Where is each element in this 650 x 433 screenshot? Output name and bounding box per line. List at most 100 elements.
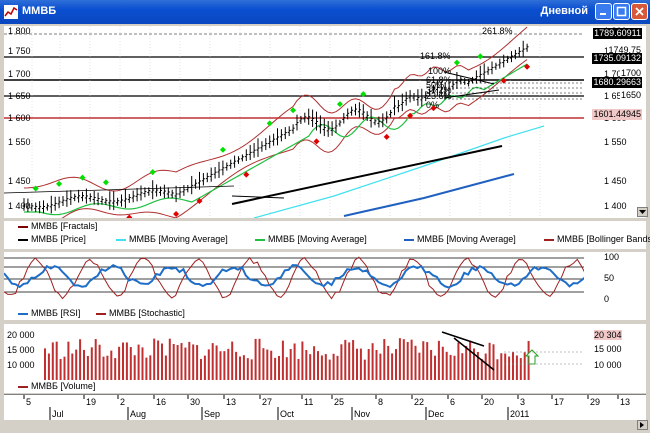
- volume-bar[interactable]: [168, 338, 171, 380]
- fractal-down-marker[interactable]: [173, 210, 180, 217]
- channel-line[interactable]: [231, 195, 285, 199]
- volume-bar[interactable]: [469, 340, 472, 380]
- volume-bar[interactable]: [102, 356, 105, 380]
- volume-bar[interactable]: [227, 348, 230, 380]
- volume-bar[interactable]: [157, 340, 160, 380]
- volume-bar[interactable]: [149, 355, 152, 380]
- legend-item[interactable]: ММВБ [Moving Average]: [116, 234, 228, 245]
- time-scroll-button[interactable]: [637, 420, 648, 430]
- volume-bar[interactable]: [375, 350, 378, 380]
- volume-bar[interactable]: [371, 343, 374, 380]
- volume-bar[interactable]: [274, 357, 277, 380]
- volume-bar[interactable]: [161, 343, 163, 380]
- volume-trendline[interactable]: [441, 331, 485, 347]
- moving-average-cyan[interactable]: [253, 125, 545, 218]
- volume-bar[interactable]: [496, 359, 499, 380]
- fractal-up-marker[interactable]: [360, 91, 367, 98]
- moving-average-blue[interactable]: [343, 173, 515, 217]
- volume-bar[interactable]: [297, 359, 300, 380]
- volume-bar[interactable]: [106, 355, 109, 380]
- price-chart-pane[interactable]: 261.8% 161.8% 100% 61.8% 50% 38.2% 23.6% 0% 1 8…: [4, 26, 584, 218]
- volume-bar[interactable]: [98, 344, 101, 380]
- legend-item[interactable]: ММВБ [RSI]: [18, 308, 80, 319]
- volume-bar[interactable]: [344, 339, 347, 380]
- volume-bar[interactable]: [176, 345, 179, 380]
- legend-item[interactable]: ММВБ [Price]: [18, 234, 86, 245]
- fractal-up-marker[interactable]: [336, 101, 343, 108]
- volume-bar[interactable]: [414, 345, 417, 380]
- pane-splitter[interactable]: [0, 321, 650, 324]
- volume-bar[interactable]: [305, 350, 308, 380]
- channel-line[interactable]: [443, 89, 500, 99]
- minimize-button[interactable]: [595, 3, 612, 20]
- volume-bar[interactable]: [500, 353, 503, 380]
- volume-bar[interactable]: [476, 351, 479, 380]
- fractal-down-marker[interactable]: [407, 112, 414, 119]
- volume-bar[interactable]: [336, 355, 339, 380]
- oscillator-pane[interactable]: [4, 252, 584, 306]
- volume-bar[interactable]: [422, 341, 425, 380]
- fractal-down-marker[interactable]: [383, 133, 390, 140]
- volume-bar[interactable]: [453, 355, 456, 380]
- trendline-resistance[interactable]: [4, 185, 235, 194]
- volume-bar[interactable]: [55, 341, 58, 380]
- volume-bar[interactable]: [172, 343, 175, 380]
- volume-bar[interactable]: [242, 355, 245, 380]
- fractal-down-marker[interactable]: [500, 77, 507, 84]
- volume-bar[interactable]: [51, 342, 54, 380]
- volume-bar[interactable]: [504, 353, 507, 380]
- volume-bar[interactable]: [301, 341, 304, 380]
- volume-bar[interactable]: [512, 352, 514, 380]
- volume-bar[interactable]: [141, 347, 144, 380]
- volume-bar[interactable]: [44, 348, 46, 380]
- volume-bar[interactable]: [145, 357, 148, 380]
- volume-bar[interactable]: [320, 355, 323, 380]
- volume-bar[interactable]: [246, 358, 249, 380]
- volume-bar[interactable]: [418, 352, 421, 380]
- volume-bar[interactable]: [492, 344, 495, 380]
- volume-bar[interactable]: [278, 355, 280, 380]
- volume-bar[interactable]: [488, 342, 491, 380]
- fractal-up-marker[interactable]: [102, 179, 109, 186]
- volume-bar[interactable]: [340, 344, 343, 380]
- volume-bar[interactable]: [180, 343, 183, 380]
- volume-bar[interactable]: [63, 356, 66, 380]
- volume-bar[interactable]: [239, 356, 241, 380]
- fractal-up-marker[interactable]: [56, 180, 63, 187]
- fractal-down-marker[interactable]: [430, 105, 437, 112]
- volume-bar[interactable]: [254, 338, 257, 380]
- volume-bar[interactable]: [359, 348, 362, 380]
- volume-bar[interactable]: [285, 357, 288, 380]
- volume-bar[interactable]: [114, 358, 117, 380]
- volume-bar[interactable]: [203, 355, 206, 380]
- period-label[interactable]: Дневной: [540, 5, 589, 17]
- volume-bar[interactable]: [266, 349, 269, 380]
- volume-bar[interactable]: [207, 349, 210, 380]
- scroll-down-button[interactable]: [637, 207, 648, 217]
- legend-item[interactable]: ММВБ [Moving Average]: [255, 234, 367, 245]
- volume-bar[interactable]: [356, 348, 358, 380]
- fractal-down-marker[interactable]: [196, 198, 203, 204]
- volume-bar[interactable]: [219, 351, 222, 380]
- volume-bar[interactable]: [383, 339, 386, 380]
- volume-bar[interactable]: [461, 353, 464, 380]
- volume-bar[interactable]: [164, 355, 167, 380]
- volume-bar[interactable]: [352, 340, 355, 380]
- volume-bar[interactable]: [437, 340, 440, 380]
- volume-bar[interactable]: [328, 359, 331, 380]
- volume-bar[interactable]: [449, 354, 452, 380]
- volume-bar[interactable]: [332, 353, 335, 380]
- volume-bar[interactable]: [480, 358, 483, 380]
- fractal-up-marker[interactable]: [32, 185, 39, 192]
- volume-bar[interactable]: [133, 355, 136, 380]
- volume-bar[interactable]: [215, 345, 218, 380]
- volume-bar[interactable]: [118, 346, 121, 380]
- volume-bar[interactable]: [324, 354, 327, 380]
- volume-bar[interactable]: [153, 338, 156, 380]
- trendline-support[interactable]: [231, 145, 503, 205]
- volume-bar[interactable]: [523, 352, 526, 380]
- volume-bar[interactable]: [410, 339, 413, 380]
- volume-bar[interactable]: [86, 355, 89, 380]
- volume-pane[interactable]: 20 000 15 000 10 000: [4, 324, 584, 380]
- volume-bar[interactable]: [231, 341, 234, 380]
